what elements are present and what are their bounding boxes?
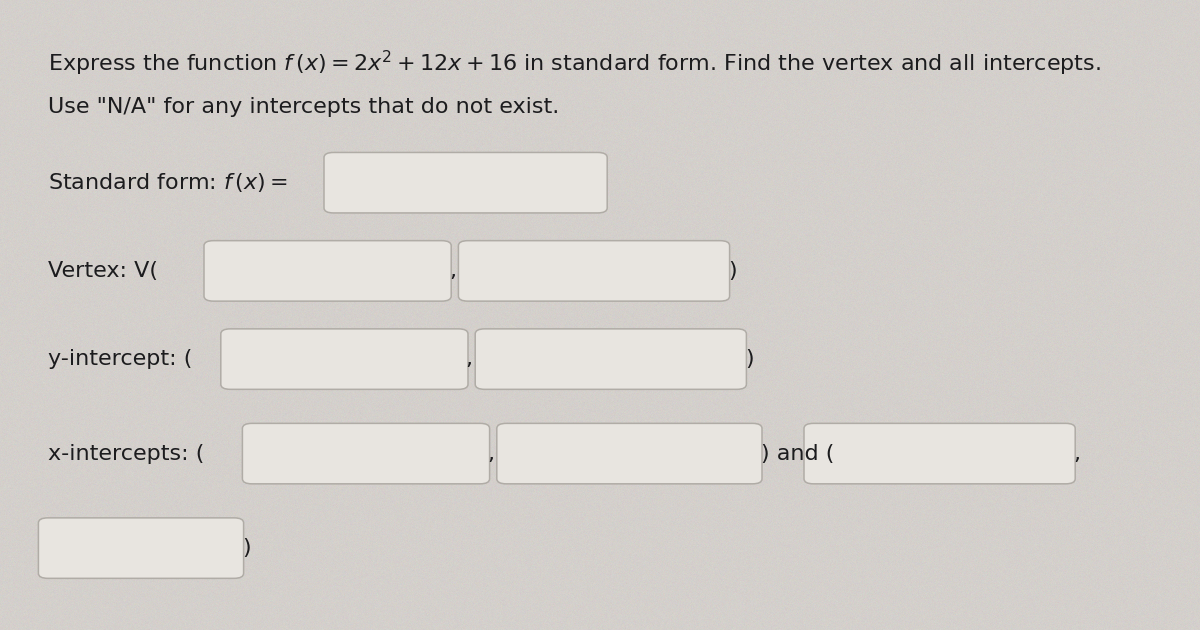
- Text: Standard form: $f\,(x) =$: Standard form: $f\,(x) =$: [48, 171, 288, 194]
- Text: ) and (: ) and (: [761, 444, 834, 464]
- FancyBboxPatch shape: [221, 329, 468, 389]
- Text: x-intercepts: (: x-intercepts: (: [48, 444, 204, 464]
- Text: ,: ,: [449, 261, 456, 281]
- Text: Express the function $f\,(x) = 2x^2 + 12x + 16$ in standard form. Find the verte: Express the function $f\,(x) = 2x^2 + 12…: [48, 49, 1100, 77]
- Text: ): ): [728, 261, 737, 281]
- Text: y-intercept: (: y-intercept: (: [48, 349, 192, 369]
- FancyBboxPatch shape: [475, 329, 746, 389]
- FancyBboxPatch shape: [204, 241, 451, 301]
- Text: ): ): [242, 538, 251, 558]
- FancyBboxPatch shape: [242, 423, 490, 484]
- Text: ): ): [745, 349, 754, 369]
- Text: Use "N/A" for any intercepts that do not exist.: Use "N/A" for any intercepts that do not…: [48, 97, 559, 117]
- Text: Vertex: V(: Vertex: V(: [48, 261, 158, 281]
- Text: ,: ,: [487, 444, 494, 464]
- FancyBboxPatch shape: [324, 152, 607, 213]
- Text: ,: ,: [1073, 444, 1080, 464]
- FancyBboxPatch shape: [804, 423, 1075, 484]
- Text: ,: ,: [466, 349, 473, 369]
- FancyBboxPatch shape: [497, 423, 762, 484]
- FancyBboxPatch shape: [458, 241, 730, 301]
- FancyBboxPatch shape: [38, 518, 244, 578]
